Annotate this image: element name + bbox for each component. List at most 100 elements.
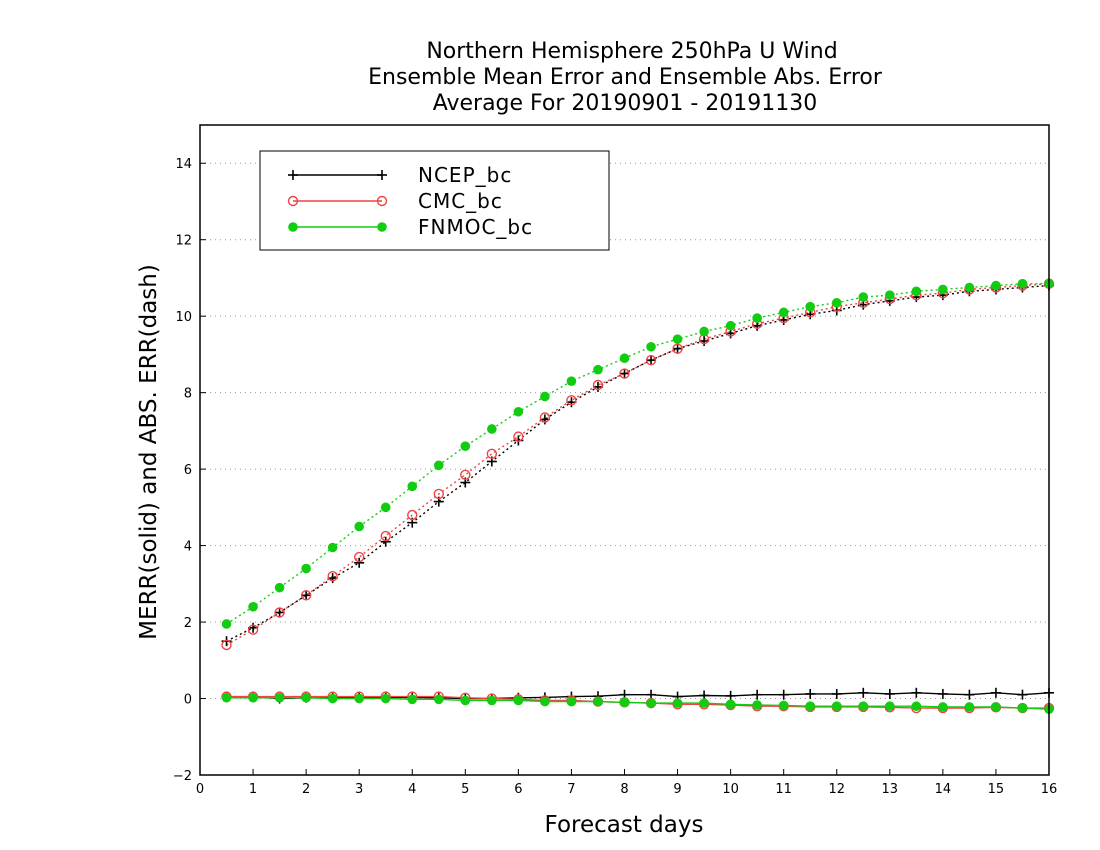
data-point-abs-err-cmc-bc [460, 469, 471, 481]
data-point-abs-err-fnmoc-bc [248, 601, 258, 612]
data-point-mean-err-fnmoc-bc [672, 698, 683, 708]
legend-marker-fnmoc-bc [288, 222, 298, 232]
data-point-mean-err-fnmoc-bc [221, 692, 232, 703]
data-point-mean-err-ncep-bc [990, 687, 1001, 698]
data-point-mean-err-fnmoc-bc [646, 698, 656, 708]
y-tick-label: 12 [175, 234, 192, 249]
data-point-mean-err-fnmoc-bc [831, 701, 842, 711]
data-point-abs-err-fnmoc-bc [460, 441, 471, 451]
data-point-abs-err-fnmoc-bc [513, 406, 524, 417]
data-point-mean-err-fnmoc-bc [752, 700, 762, 710]
data-point-abs-err-ncep-bc [539, 414, 550, 425]
data-point-abs-err-fnmoc-bc [938, 284, 948, 295]
data-point-abs-err-ncep-bc [566, 397, 577, 408]
y-tick-label: 4 [184, 540, 192, 555]
data-point-abs-err-cmc-bc [592, 379, 604, 391]
x-tick-label: 0 [196, 782, 204, 797]
y-tick-label: 0 [184, 693, 192, 708]
x-tick-label: 6 [514, 782, 522, 797]
x-tick-label: 2 [302, 782, 310, 797]
data-point-mean-err-ncep-bc [884, 688, 895, 699]
data-point-mean-err-ncep-bc [911, 687, 922, 698]
data-point-abs-err-cmc-bc [539, 412, 551, 423]
data-point-abs-err-ncep-bc [592, 381, 603, 392]
data-point-abs-err-fnmoc-bc [487, 424, 497, 434]
data-point-mean-err-ncep-bc [937, 688, 948, 699]
data-point-abs-err-fnmoc-bc [593, 364, 603, 375]
data-point-mean-err-fnmoc-bc [248, 692, 258, 703]
data-point-mean-err-fnmoc-bc [513, 695, 524, 706]
data-point-abs-err-fnmoc-bc [221, 619, 232, 629]
title-line-1: Northern Hemisphere 250hPa U Wind [426, 39, 837, 64]
data-point-abs-err-fnmoc-bc [778, 307, 789, 318]
data-point-mean-err-fnmoc-bc [540, 696, 550, 707]
data-point-abs-err-fnmoc-bc [380, 502, 391, 513]
x-tick-label: 11 [775, 782, 792, 797]
x-tick-label: 12 [828, 782, 845, 797]
data-point-abs-err-ncep-bc [672, 343, 683, 354]
data-point-mean-err-ncep-bc [1017, 689, 1028, 700]
data-point-abs-err-cmc-bc [407, 509, 418, 521]
data-point-abs-err-cmc-bc [221, 639, 232, 651]
y-tick-label: 10 [175, 310, 192, 325]
y-tick-label: −2 [173, 769, 192, 784]
data-point-abs-err-cmc-bc [619, 368, 630, 379]
data-point-abs-err-fnmoc-bc [672, 334, 683, 344]
data-point-mean-err-fnmoc-bc [991, 702, 1001, 712]
data-point-abs-err-fnmoc-bc [407, 481, 418, 492]
data-point-abs-err-fnmoc-bc [911, 286, 922, 297]
data-point-mean-err-fnmoc-bc [566, 696, 577, 707]
data-point-abs-err-ncep-bc [301, 590, 312, 601]
data-point-abs-err-fnmoc-bc [964, 282, 975, 293]
data-point-abs-err-ncep-bc [619, 368, 630, 379]
data-point-abs-err-fnmoc-bc [566, 376, 577, 386]
series-line-abs-err-fnmoc-bc [226, 283, 1049, 625]
data-point-abs-err-cmc-bc [672, 343, 683, 354]
data-point-abs-err-cmc-bc [513, 431, 524, 442]
data-point-abs-err-fnmoc-bc [885, 290, 895, 300]
data-point-abs-err-fnmoc-bc [301, 563, 311, 574]
x-tick-label: 10 [722, 782, 739, 797]
y-tick-label: 8 [184, 387, 192, 402]
data-point-abs-err-cmc-bc [433, 488, 444, 500]
data-point-abs-err-ncep-bc [248, 622, 259, 633]
data-point-abs-err-cmc-bc [566, 395, 577, 406]
x-tick-label: 15 [988, 782, 1005, 797]
x-tick-label: 13 [882, 782, 899, 797]
data-point-mean-err-fnmoc-bc [699, 698, 709, 708]
data-point-mean-err-ncep-bc [725, 690, 736, 701]
data-point-abs-err-fnmoc-bc [831, 297, 842, 308]
data-point-abs-err-cmc-bc [645, 354, 657, 366]
data-point-abs-err-fnmoc-bc [433, 460, 444, 471]
data-point-abs-err-fnmoc-bc [805, 301, 816, 312]
data-point-abs-err-cmc-bc [380, 530, 391, 542]
data-point-mean-err-fnmoc-bc [778, 700, 789, 711]
series-layer [221, 278, 1055, 715]
data-point-abs-err-fnmoc-bc [327, 542, 338, 553]
x-tick-label: 3 [355, 782, 363, 797]
legend-label-cmc-bc: CMC_bc [418, 189, 503, 213]
data-point-abs-err-ncep-bc [699, 336, 710, 347]
data-point-mean-err-fnmoc-bc [885, 701, 895, 711]
data-point-abs-err-fnmoc-bc [1017, 278, 1028, 289]
legend-marker-ncep-bc [288, 170, 298, 180]
x-tick-label: 4 [408, 782, 416, 797]
legend-marker-ncep-bc [377, 170, 387, 180]
data-point-mean-err-fnmoc-bc [327, 693, 338, 704]
x-axis: 0 1 2 3 4 5 6 7 8 9 10 11 12 13 14 15 16 [196, 769, 1057, 797]
data-point-abs-err-fnmoc-bc [646, 341, 656, 352]
data-point-mean-err-ncep-bc [831, 688, 842, 699]
data-point-mean-err-ncep-bc [752, 689, 763, 700]
data-point-abs-err-cmc-bc [247, 624, 259, 635]
x-tick-label: 7 [567, 782, 575, 797]
data-point-abs-err-ncep-bc [354, 557, 365, 568]
data-point-abs-err-ncep-bc [274, 607, 285, 618]
data-point-mean-err-fnmoc-bc [433, 694, 444, 705]
data-point-mean-err-ncep-bc [778, 689, 789, 700]
legend-marker-cmc-bc [287, 195, 299, 207]
data-point-abs-err-fnmoc-bc [699, 326, 709, 337]
data-point-abs-err-fnmoc-bc [858, 292, 869, 302]
data-point-mean-err-fnmoc-bc [911, 701, 922, 711]
data-point-mean-err-ncep-bc [964, 689, 975, 700]
